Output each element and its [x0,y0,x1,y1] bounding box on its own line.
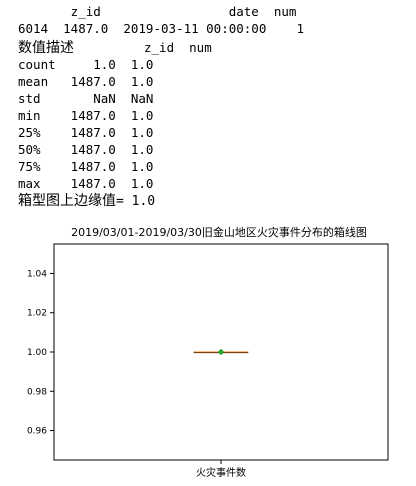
x-axis: 火灾事件数 [196,460,246,479]
y-tick-label: 1.04 [27,269,47,279]
dataframe-header: z_id date num [18,4,297,19]
upper-whisker-value: = 1.0 [116,194,156,209]
describe-row-std: std NaN NaN [18,91,154,106]
describe-title: 数值描述 [18,40,74,56]
x-tick-label: 火灾事件数 [196,466,246,479]
describe-row-min: min 1487.0 1.0 [18,108,154,123]
y-tick-label: 1.02 [27,309,47,319]
upper-whisker-label: 箱型图上边缘值 [18,193,116,209]
describe-row-75: 75% 1487.0 1.0 [18,159,154,174]
y-tick-label: 1.00 [27,348,47,358]
describe-row-max: max 1487.0 1.0 [18,176,154,191]
describe-row-mean: mean 1487.0 1.0 [18,74,154,89]
y-axis: 0.96 0.98 1.00 1.02 1.04 [27,269,54,437]
dataframe-row: 6014 1487.0 2019-03-11 00:00:00 1 [18,21,304,36]
y-tick-label: 0.98 [27,387,47,397]
upper-whisker-line: 箱型图上边缘值= 1.0 [18,190,155,210]
describe-header: z_id num [144,40,212,55]
describe-row-25: 25% 1487.0 1.0 [18,125,154,140]
chart-title: 2019/03/01-2019/03/30旧金山地区火灾事件分布的箱线图 [71,225,367,239]
box-series [193,348,249,356]
mean-marker [217,348,225,356]
y-tick-label: 0.96 [27,427,47,437]
box-plot-chart: 2019/03/01-2019/03/30旧金山地区火灾事件分布的箱线图 0.9… [27,225,389,479]
describe-row-50: 50% 1487.0 1.0 [18,142,154,157]
describe-row-count: count 1.0 1.0 [18,57,154,72]
